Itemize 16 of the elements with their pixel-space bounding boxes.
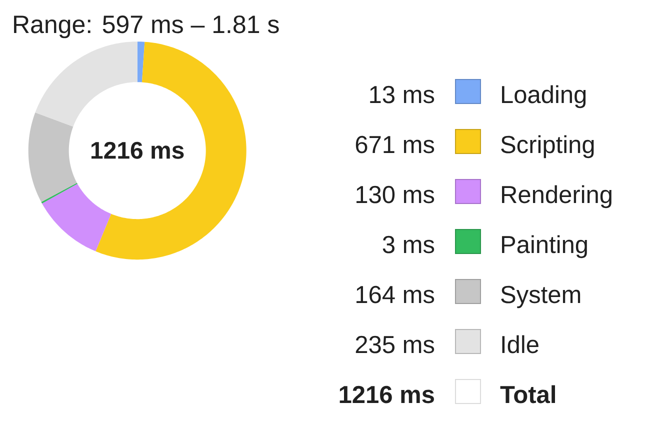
data-label: 235 ms <box>356 336 434 354</box>
data-label: 164 ms <box>356 286 434 304</box>
chart-title: Range: 597 ms – 1.81 s <box>14 16 279 38</box>
data-label: 3 ms <box>382 236 434 254</box>
text: 1216 ms <box>340 386 434 404</box>
legend-label: Rendering <box>502 185 612 208</box>
data-label: 671 ms <box>356 136 434 154</box>
legend-label: System <box>501 286 580 308</box>
text: 1216 ms <box>91 142 184 159</box>
data-label: 13 ms <box>370 86 434 104</box>
legend-label: Loading <box>502 85 586 108</box>
legend-label: Scripting <box>501 135 594 158</box>
legend-label: Idle <box>502 335 538 354</box>
data-label: 130 ms <box>356 186 434 204</box>
legend-label: Painting <box>502 235 587 258</box>
text: Total <box>500 385 555 404</box>
